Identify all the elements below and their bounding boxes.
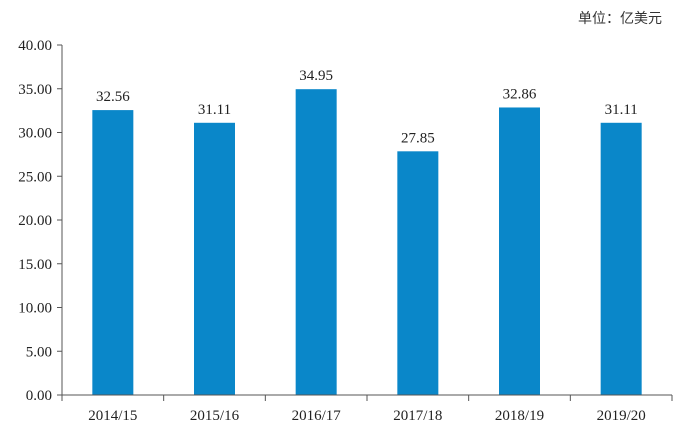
bar-value-label: 32.56 bbox=[96, 89, 130, 105]
y-tick-label: 40.00 bbox=[18, 38, 52, 54]
y-tick-label: 10.00 bbox=[18, 301, 52, 317]
bar-value-label: 27.85 bbox=[401, 130, 435, 146]
x-tick-label: 2014/15 bbox=[88, 408, 137, 424]
y-tick-label: 20.00 bbox=[18, 213, 52, 229]
unit-label: 单位：亿美元 bbox=[578, 11, 662, 27]
bar-value-label: 32.86 bbox=[503, 86, 537, 102]
value-labels: 32.56 31.11 34.95 27.85 32.86 31.11 bbox=[96, 68, 638, 146]
x-tick-label: 2018/19 bbox=[495, 408, 544, 424]
bar-value-label: 34.95 bbox=[299, 68, 333, 84]
y-tick-label: 0.00 bbox=[26, 388, 52, 404]
bar bbox=[600, 122, 642, 395]
y-tick-label: 30.00 bbox=[18, 126, 52, 142]
bar bbox=[295, 89, 337, 395]
x-tick-label: 2019/20 bbox=[597, 408, 646, 424]
bars bbox=[92, 89, 642, 395]
y-tick-label: 25.00 bbox=[18, 169, 52, 185]
x-tick-label: 2015/16 bbox=[190, 408, 240, 424]
bar-value-label: 31.11 bbox=[605, 102, 638, 118]
y-axis-ticks: 0.00 5.00 10.00 15.00 20.00 25.00 30.00 35.00 40… bbox=[18, 38, 62, 404]
x-tick-label: 2016/17 bbox=[292, 408, 342, 424]
x-axis-ticks: 2014/15 2015/16 2016/17 2017/18 2018/19 2019/… bbox=[61, 395, 673, 424]
y-tick-label: 5.00 bbox=[26, 344, 52, 360]
y-tick-label: 35.00 bbox=[18, 82, 52, 98]
bar bbox=[92, 110, 134, 395]
bar bbox=[194, 122, 235, 395]
bar bbox=[499, 107, 540, 395]
y-tick-label: 15.00 bbox=[18, 257, 52, 273]
bar-value-label: 31.11 bbox=[198, 102, 231, 118]
bar bbox=[397, 151, 439, 395]
x-tick-label: 2017/18 bbox=[393, 408, 442, 424]
